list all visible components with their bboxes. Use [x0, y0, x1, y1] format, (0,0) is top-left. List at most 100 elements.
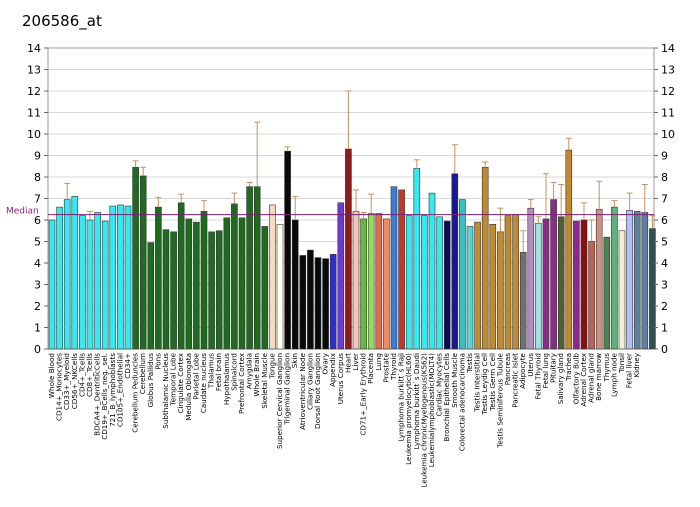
bar — [162, 229, 170, 350]
x-tick-label: Thyroid — [389, 353, 398, 381]
x-tick-label: Caudate nucleus — [199, 353, 208, 414]
x-tick-label: Kidney — [632, 352, 641, 377]
y-tick-label: 7 — [34, 193, 41, 206]
x-tick-label: Ovary — [321, 352, 330, 374]
y-tick-label-right: 10 — [661, 128, 675, 141]
bar — [193, 221, 200, 350]
bar — [208, 231, 215, 350]
x-tick-label: Pancreas — [503, 353, 512, 386]
bar — [443, 220, 451, 350]
bar — [588, 241, 595, 350]
bar — [337, 202, 345, 350]
x-axis-labels: Whole BloodCD14+_MonocytesCD33+_MyeloidC… — [47, 352, 641, 487]
y-tick-label: 5 — [34, 236, 41, 249]
bar — [238, 217, 246, 350]
bar — [71, 196, 79, 350]
x-tick-label: Tongue — [267, 352, 276, 379]
x-tick-label: Liver — [351, 353, 360, 371]
y-tick-label-right: 7 — [661, 193, 668, 206]
bar — [504, 215, 512, 350]
x-tick-label: Prostate — [381, 352, 390, 382]
y-tick-label: 3 — [34, 279, 41, 292]
bar — [329, 254, 337, 350]
bar — [527, 207, 535, 350]
bar — [215, 230, 223, 350]
x-tick-label: Whole Blood — [47, 353, 56, 398]
bar — [451, 173, 459, 350]
bar — [519, 251, 527, 350]
bar — [291, 219, 299, 350]
bar — [170, 231, 177, 350]
bar — [314, 257, 322, 350]
x-tick-label: Uterus Corpus — [336, 353, 345, 405]
x-tick-label: Fetal brain — [214, 353, 223, 391]
bar — [79, 215, 86, 350]
x-tick-label: Prefrontal Cortex — [237, 352, 246, 414]
x-tick-label: 721_B_lymphoblasts — [108, 353, 117, 427]
y-tick-label: 2 — [34, 300, 41, 313]
bar — [565, 149, 573, 350]
x-tick-label: Amygdala — [245, 353, 254, 389]
bar — [124, 205, 132, 350]
bar — [390, 186, 398, 350]
bar — [633, 211, 641, 350]
y-tick-label: 4 — [34, 257, 41, 270]
bar — [299, 255, 307, 350]
x-tick-label: Pons — [153, 353, 162, 370]
x-tick-label: Testis Seminiferous Tubule — [495, 352, 504, 448]
bar — [253, 186, 261, 350]
x-tick-label: Ciliary Ganglion — [305, 353, 314, 410]
y-tick-label-right: 6 — [661, 214, 668, 227]
bar — [177, 202, 185, 350]
x-tick-label: Lymphoma burkitt`s Raji — [397, 353, 406, 442]
y-tick-label: 14 — [27, 42, 41, 55]
x-tick-label: Lung — [374, 353, 383, 371]
x-tick-label: Adrenal gland — [587, 353, 596, 403]
x-tick-label: CD4+_Tcells — [77, 353, 86, 397]
y-tick-label-right: 1 — [661, 322, 668, 335]
x-tick-label: Fetal Thyroid — [533, 353, 542, 400]
x-tick-label: CD105+_Endothelial — [115, 353, 124, 427]
bar — [261, 226, 269, 350]
y-tick-label: 0 — [34, 343, 41, 356]
x-tick-label: CD14+_Monocytes — [55, 353, 64, 421]
y-tick-label-right: 13 — [661, 64, 675, 77]
bar — [101, 220, 109, 350]
bar — [367, 213, 375, 350]
bar — [139, 175, 147, 350]
x-tick-label: Subthalamic Nucleus — [161, 353, 170, 429]
bar — [147, 242, 155, 350]
bar — [649, 228, 656, 350]
x-tick-label: CD19+_BCells_neg._sel. — [100, 353, 109, 440]
bar — [535, 222, 542, 350]
y-tick-label-right: 2 — [661, 300, 668, 313]
bar — [307, 249, 314, 350]
bar — [185, 218, 193, 350]
x-tick-label: Spinalcord — [229, 353, 238, 391]
x-tick-label: Lymphoma burkitt`s Daudi — [412, 353, 421, 449]
y-tick-label: 10 — [27, 128, 41, 141]
bar — [557, 216, 565, 350]
bar — [63, 199, 71, 350]
x-tick-label: CD8+_Tcells — [85, 353, 94, 397]
x-tick-label: Bronchial Epithelial Cells — [442, 353, 451, 442]
bar — [641, 212, 649, 350]
bar — [489, 224, 497, 350]
bar — [269, 204, 276, 350]
x-tick-label: Leukemia promyelocytic(HL60) — [404, 353, 413, 465]
y-tick-label-right: 9 — [661, 150, 668, 163]
x-tick-label: Hypothalamus — [222, 353, 231, 405]
x-tick-label: Cardiac Myocytes — [435, 353, 444, 417]
bar — [345, 148, 352, 350]
y-tick-label: 1 — [34, 322, 41, 335]
x-tick-label: Fetal liver — [625, 353, 634, 388]
y-tick-label: 13 — [27, 64, 41, 77]
bar — [595, 208, 603, 350]
x-tick-label: Parietal Lobe — [191, 352, 200, 399]
x-tick-label: Adipocyte — [518, 352, 527, 388]
x-tick-label: Trigeminal Ganglion — [283, 353, 292, 426]
bar — [375, 213, 383, 350]
x-tick-label: Leukemia chronicMyelogenous(K562) — [419, 353, 428, 488]
